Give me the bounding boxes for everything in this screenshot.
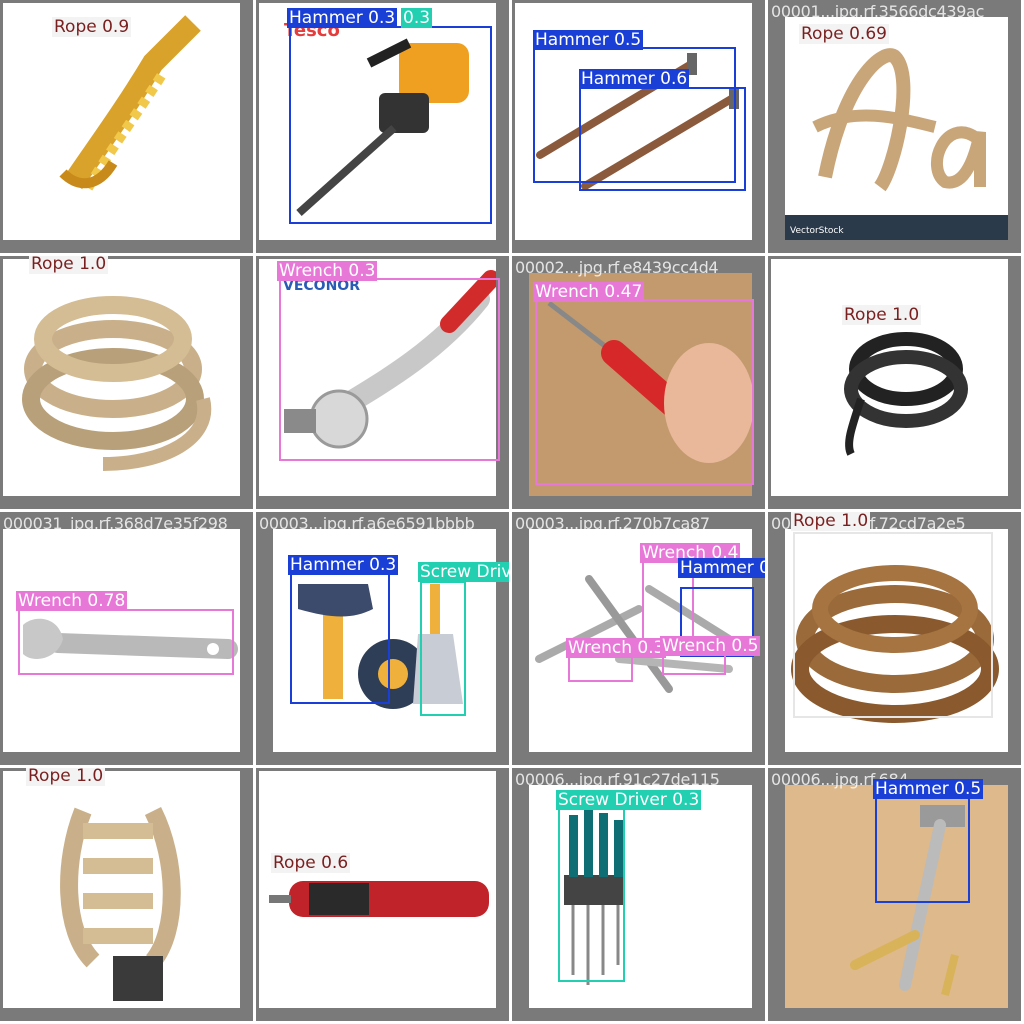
tile-hammer-16[interactable]: 00006...jpg.rf.684 Hammer 0.5 — [768, 768, 1021, 1021]
tile-wrench-6[interactable]: VECONOR 00001...jpg.rf.6f1f0bac Wrench 0… — [256, 256, 509, 509]
detection-label: Hammer 0.3 — [288, 555, 399, 575]
tile-image — [529, 273, 752, 496]
tile-rope-14[interactable]: 00005...jpg.rf.c2fda1a84c Rope 0.6 — [256, 768, 509, 1021]
filename: 00005...jpg.rf.c2fda1a84c — [259, 770, 458, 789]
detection-label: Wrench 0.47 — [533, 282, 645, 302]
tile-image — [785, 529, 1008, 752]
tile-image — [259, 259, 496, 496]
rope-icon — [59, 15, 201, 191]
screwdriver-hand-icon — [547, 301, 752, 463]
tile-rope-1[interactable]: 000009_jpg.rf.26037c84d6a58 Rope 0.9 — [0, 0, 253, 253]
bbox-hammer — [579, 87, 746, 191]
rope-coil-icon — [60, 806, 181, 1001]
detection-label: Screw Driver 0.3 — [556, 790, 702, 810]
tile-image — [3, 771, 240, 1008]
hammer-icon — [850, 805, 965, 996]
filename: 00003...jpg.rf.a6e6591bbbb — [259, 514, 475, 533]
jackhammer-icon — [296, 38, 469, 216]
detection-label: Rope 0.6 — [271, 853, 351, 873]
tile-hammer-3[interactable]: 00001...jpg.rf.32f357272a Hammer 0.5 Ham… — [512, 0, 765, 253]
brand-logo: VECONOR — [283, 278, 360, 294]
tile-image — [785, 17, 1008, 240]
filename: 00003...jpg.rf.270b7ca87 — [515, 514, 710, 533]
detection-label: Wrench 0.5 — [660, 636, 761, 656]
detection-label: Rope 1.0 — [26, 768, 106, 786]
detection-label: Rope 0.9 — [52, 17, 132, 37]
tile-hammer-2[interactable]: Tesco 0000...jpg.rf.1c8bbe4 Hammer 0.3 0… — [256, 0, 509, 253]
detection-label: Hammer 0.5 — [873, 779, 984, 799]
electric-screwdriver-icon — [269, 881, 489, 917]
tile-image — [3, 259, 240, 496]
detection-label: Rope 1.0 — [29, 256, 109, 274]
filename: 00001...jpg.rf.3566dc439ac — [771, 2, 985, 21]
wrench-set-icon — [535, 575, 733, 693]
detection-label: Rope 1.0 — [842, 305, 922, 325]
detection-label: Wrench 0.3 — [566, 638, 667, 658]
detection-label: Wrench 0.3 — [277, 261, 378, 281]
rope-letters-icon — [785, 48, 1008, 240]
tile-rope-12[interactable]: 00004...jpg.rf.72cd7a2e5 Rope 1.0 — [768, 512, 1021, 765]
tile-image — [771, 259, 1008, 496]
detection-label: Hammer 0.5 — [533, 30, 644, 50]
bbox-hammer — [290, 573, 390, 704]
detection-label: Rope 0.69 — [799, 24, 889, 44]
tile-image — [529, 785, 752, 1008]
detection-label: Hammer 0.3 — [678, 558, 765, 578]
tile-hammer-10[interactable]: 00003...jpg.rf.a6e6591bbbb Hammer 0.3 Sc… — [256, 512, 509, 765]
tile-wrench-7[interactable]: 00002...jpg.rf.e8439cc4d4 Wrench 0.47 — [512, 256, 765, 509]
ratchet-wrench-icon — [284, 270, 496, 449]
tile-rope-13[interactable]: 000050_jpg.rf.5c64d88143d8 Rope 1.0 — [0, 768, 253, 1021]
rope-coil-icon — [22, 296, 212, 471]
bbox-wrench — [279, 278, 500, 461]
filename: 00006...jpg.rf.91c27de115 — [515, 770, 720, 789]
filename: 000031_jpg.rf.368d7e35f298 — [3, 514, 228, 533]
tile-image — [3, 3, 240, 240]
filename: 00001...jpg.rf.32f357272a — [515, 2, 717, 21]
bbox-screw-driver — [558, 808, 625, 982]
bbox-wrench — [18, 609, 234, 675]
detection-label: Wrench 0.78 — [16, 591, 128, 611]
filename: 00002...jpg.rf.e8439cc4d4 — [515, 258, 719, 277]
rope-coil-icon — [791, 565, 999, 723]
tile-image — [259, 771, 496, 1008]
detection-label: 0.3 — [401, 8, 433, 28]
screwdriver-set-icon — [564, 807, 624, 985]
tile-rope-5[interactable]: 000010_jpg.rf.e01b3e24cc73 Rope 1.0 — [0, 256, 253, 509]
filename: 000009_jpg.rf.26037c84d6a58 — [3, 2, 241, 21]
tile-image — [3, 529, 240, 752]
tools-illustration-icon — [298, 584, 463, 709]
tile-wrench-9[interactable]: 000031_jpg.rf.368d7e35f298 Wrench 0.78 — [0, 512, 253, 765]
detection-label: Screw Driver 0.4 — [418, 562, 509, 582]
bbox-screw-driver — [420, 581, 466, 716]
detection-label: Hammer 0.6 — [579, 69, 690, 89]
bbox-hammer — [875, 797, 970, 903]
rope-coil-icon — [844, 332, 968, 456]
tile-rope-4[interactable]: VectorStock 00001...jpg.rf.3566dc439ac R… — [768, 0, 1021, 253]
bbox-hammer — [289, 26, 492, 224]
tile-rope-8[interactable]: 00002...jpg.rf.a5c2b5cabf Rope 1.0 — [768, 256, 1021, 509]
filename: 00002...jpg.rf.a5c2b5cabf — [771, 258, 970, 277]
tile-wrench-11[interactable]: 00003...jpg.rf.270b7ca87 Wrench 0.4 Hamm… — [512, 512, 765, 765]
detection-label: Hammer 0.3 — [287, 8, 398, 28]
bbox-wrench — [535, 299, 754, 485]
bbox-rope — [793, 532, 993, 718]
tile-image — [785, 785, 1008, 1008]
brand-watermark: VectorStock — [790, 226, 844, 236]
detection-label: Rope 1.0 — [791, 512, 871, 531]
tile-screwdriver-15[interactable]: 00006...jpg.rf.91c27de115 Screw Driver 0… — [512, 768, 765, 1021]
adjustable-wrench-icon — [23, 618, 238, 659]
bbox-hammer — [680, 587, 754, 657]
tile-image — [259, 3, 496, 240]
